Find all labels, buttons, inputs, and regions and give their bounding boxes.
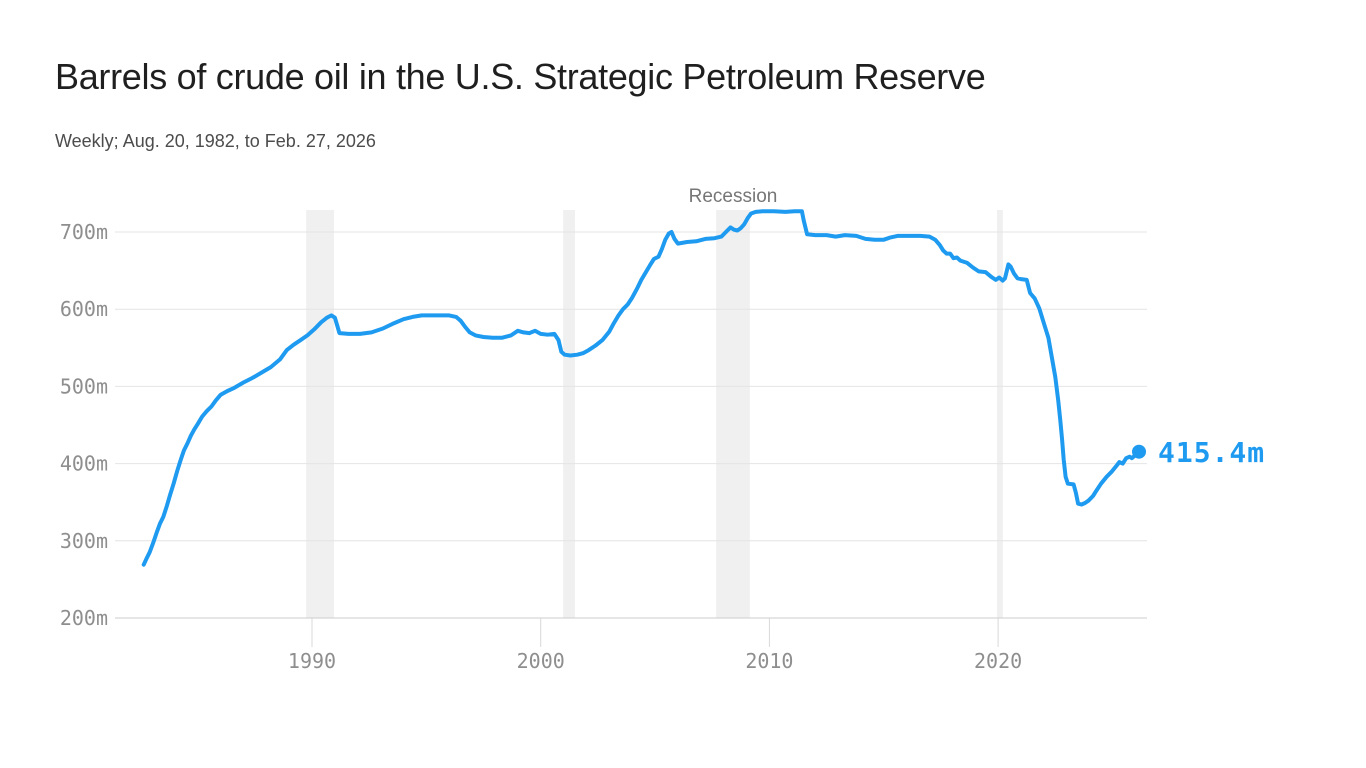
recession-band bbox=[563, 210, 575, 618]
x-tick-label: 2010 bbox=[745, 649, 793, 673]
y-tick-label: 400m bbox=[60, 452, 108, 476]
recession-band bbox=[716, 210, 750, 618]
x-tick-label: 2020 bbox=[974, 649, 1022, 673]
recession-annotation: Recession bbox=[688, 186, 778, 207]
y-tick-label: 600m bbox=[60, 297, 108, 321]
end-point-dot bbox=[1132, 444, 1146, 459]
chart-subtitle: Weekly; Aug. 20, 1982, to Feb. 27, 2026 bbox=[55, 131, 376, 151]
y-tick-label: 500m bbox=[60, 374, 108, 398]
chart-title: Barrels of crude oil in the U.S. Strateg… bbox=[55, 56, 986, 97]
recession-band bbox=[997, 210, 1003, 618]
y-tick-label: 300m bbox=[60, 529, 108, 553]
spr-line bbox=[141, 209, 1141, 567]
recession-band bbox=[306, 210, 334, 618]
end-value-label: 415.4m bbox=[1158, 436, 1266, 469]
x-tick-label: 1990 bbox=[288, 649, 336, 673]
y-tick-label: 200m bbox=[60, 606, 108, 630]
y-tick-label: 700m bbox=[60, 220, 108, 244]
x-tick-label: 2000 bbox=[517, 649, 565, 673]
